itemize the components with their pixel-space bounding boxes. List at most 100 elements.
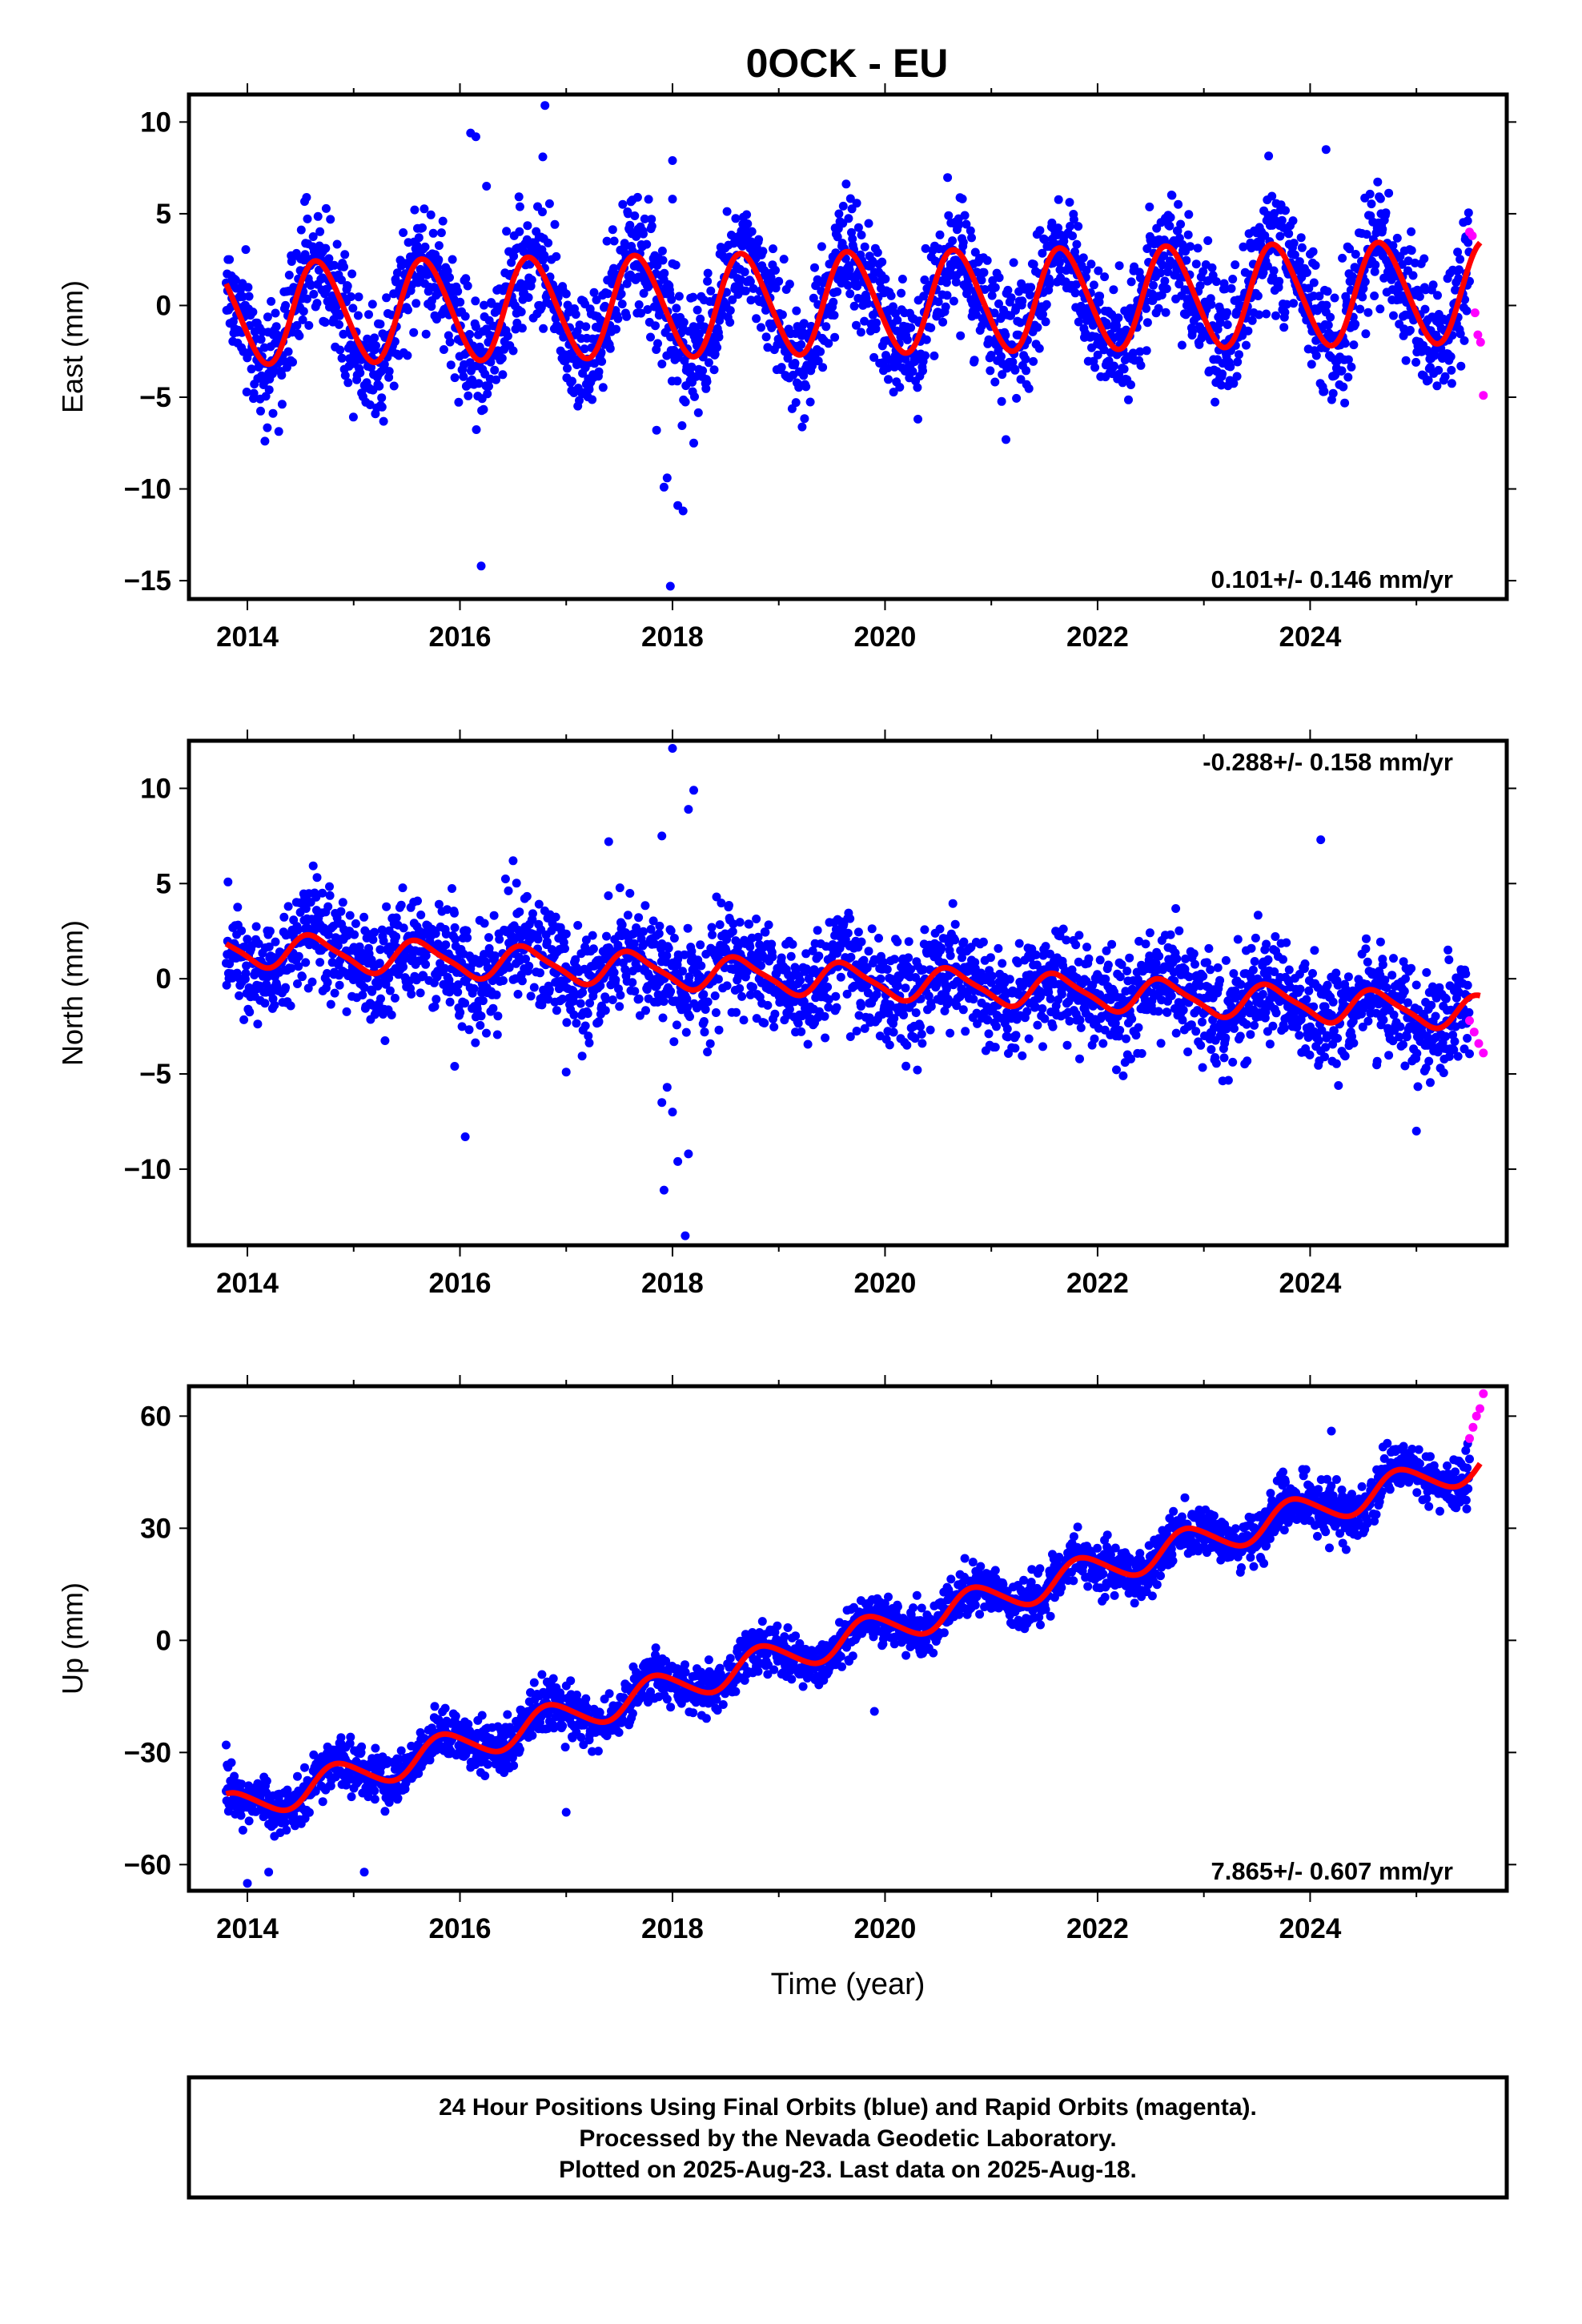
north-final-orbit-point bbox=[937, 943, 946, 953]
east-final-orbit-point bbox=[693, 408, 703, 417]
north-final-orbit-point bbox=[560, 944, 569, 953]
east-final-orbit-point bbox=[897, 288, 906, 298]
north-final-orbit-point bbox=[864, 947, 873, 956]
north-final-orbit-point bbox=[1320, 1052, 1329, 1062]
east-final-orbit-point bbox=[340, 250, 350, 259]
north-final-orbit-point bbox=[616, 991, 625, 1000]
north-final-orbit-point bbox=[745, 919, 754, 929]
north-final-orbit-point bbox=[1118, 1071, 1128, 1080]
north-final-orbit-point bbox=[1300, 959, 1310, 968]
north-final-orbit-point bbox=[1127, 1014, 1137, 1023]
east-final-orbit-point bbox=[483, 389, 492, 399]
north-final-orbit-point bbox=[512, 879, 521, 888]
east-final-orbit-point bbox=[696, 314, 705, 324]
east-final-orbit-point bbox=[873, 247, 882, 257]
north-final-orbit-point bbox=[1189, 949, 1199, 959]
north-final-orbit-point bbox=[460, 999, 470, 1008]
east-final-orbit-point bbox=[561, 356, 571, 365]
east-final-orbit-point bbox=[597, 356, 607, 366]
east-final-orbit-point bbox=[747, 227, 757, 236]
east-final-orbit-point bbox=[1349, 340, 1359, 350]
north-final-orbit-point bbox=[1250, 1020, 1259, 1030]
north-final-orbit-point bbox=[1295, 1031, 1304, 1040]
east-final-orbit-point bbox=[1311, 351, 1321, 360]
north-final-orbit-point bbox=[1075, 1054, 1084, 1063]
east-final-orbit-point bbox=[942, 291, 952, 300]
east-y-tick-label: 0 bbox=[156, 290, 171, 321]
east-final-orbit-point bbox=[704, 358, 713, 368]
east-final-orbit-point bbox=[783, 353, 793, 363]
east-final-orbit-point bbox=[906, 323, 916, 332]
east-final-orbit-point bbox=[490, 365, 500, 375]
east-final-orbit-point bbox=[1124, 395, 1133, 404]
north-final-orbit-point bbox=[1221, 955, 1231, 965]
north-final-orbit-point bbox=[542, 937, 552, 947]
east-final-orbit-point bbox=[647, 221, 656, 231]
north-final-orbit-point bbox=[958, 1005, 968, 1015]
north-final-orbit-point bbox=[920, 925, 930, 935]
east-final-orbit-point bbox=[399, 228, 408, 237]
east-outlier-point bbox=[665, 581, 675, 591]
east-final-orbit-point bbox=[463, 281, 472, 291]
east-final-orbit-point bbox=[1070, 288, 1080, 298]
east-final-orbit-point bbox=[1119, 364, 1129, 374]
east-final-orbit-point bbox=[997, 396, 1006, 406]
north-final-orbit-point bbox=[1263, 955, 1273, 964]
east-final-orbit-point bbox=[1351, 250, 1360, 259]
north-final-orbit-point bbox=[1314, 1036, 1323, 1045]
east-final-orbit-point bbox=[486, 357, 496, 367]
east-final-orbit-point bbox=[643, 305, 652, 314]
north-final-orbit-point bbox=[239, 1015, 249, 1024]
east-final-orbit-point bbox=[1142, 304, 1151, 313]
east-final-orbit-point bbox=[1074, 222, 1083, 231]
north-final-orbit-point bbox=[641, 1006, 650, 1015]
east-final-orbit-point bbox=[321, 243, 331, 253]
north-final-orbit-point bbox=[1284, 965, 1294, 975]
north-final-orbit-point bbox=[714, 1025, 724, 1035]
east-final-orbit-point bbox=[524, 293, 533, 302]
north-final-orbit-point bbox=[1247, 943, 1256, 953]
east-final-orbit-point bbox=[1464, 208, 1473, 218]
north-final-orbit-point bbox=[630, 987, 640, 996]
east-final-orbit-point bbox=[1381, 208, 1391, 218]
east-final-orbit-point bbox=[713, 343, 722, 352]
north-final-orbit-point bbox=[735, 983, 745, 993]
north-data-points bbox=[222, 744, 1488, 1240]
east-final-orbit-point bbox=[754, 235, 764, 244]
east-final-orbit-point bbox=[492, 375, 500, 384]
east-final-orbit-point bbox=[691, 372, 701, 381]
north-final-orbit-point bbox=[666, 987, 676, 996]
east-final-orbit-point bbox=[271, 308, 280, 318]
north-final-orbit-point bbox=[600, 1006, 610, 1015]
north-final-orbit-point bbox=[584, 1038, 594, 1047]
north-final-orbit-point bbox=[1022, 1007, 1032, 1016]
north-final-orbit-point bbox=[831, 991, 841, 1001]
east-final-orbit-point bbox=[364, 310, 373, 320]
east-final-orbit-point bbox=[339, 262, 348, 271]
east-final-orbit-point bbox=[446, 360, 456, 370]
north-final-orbit-point bbox=[312, 873, 322, 883]
north-final-orbit-point bbox=[832, 1003, 841, 1012]
north-final-orbit-point bbox=[318, 888, 327, 898]
north-final-orbit-point bbox=[732, 1007, 741, 1017]
east-final-orbit-point bbox=[264, 385, 274, 395]
north-final-orbit-point bbox=[708, 930, 717, 939]
east-final-orbit-point bbox=[445, 273, 454, 282]
east-final-orbit-point bbox=[1114, 313, 1123, 323]
north-final-orbit-point bbox=[654, 929, 664, 939]
north-final-orbit-point bbox=[1242, 1019, 1251, 1029]
east-final-orbit-point bbox=[335, 320, 343, 329]
north-final-orbit-point bbox=[1018, 1051, 1027, 1060]
north-final-orbit-point bbox=[1154, 1007, 1163, 1016]
east-final-orbit-point bbox=[625, 220, 635, 230]
north-final-orbit-point bbox=[669, 934, 679, 943]
north-final-orbit-point bbox=[476, 1020, 485, 1030]
east-final-orbit-point bbox=[1078, 253, 1088, 263]
north-final-orbit-point bbox=[1204, 943, 1214, 953]
east-final-orbit-point bbox=[616, 289, 626, 299]
east-final-orbit-point bbox=[527, 275, 536, 284]
east-final-orbit-point bbox=[763, 343, 773, 352]
east-final-orbit-point bbox=[337, 275, 346, 285]
north-final-orbit-point bbox=[602, 931, 611, 941]
